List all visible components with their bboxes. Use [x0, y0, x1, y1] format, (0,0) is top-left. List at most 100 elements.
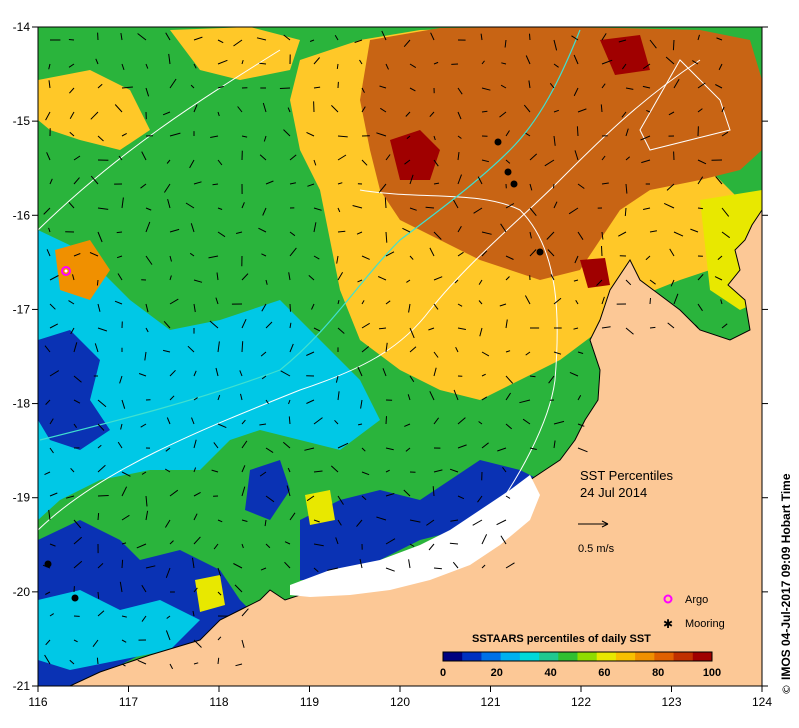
current-vector	[167, 198, 171, 209]
current-vector	[553, 201, 558, 209]
current-vector	[164, 468, 171, 473]
copyright-icon: ©	[780, 684, 793, 695]
y-tick-label: -15	[13, 114, 31, 128]
colorbar-swatch	[654, 652, 675, 661]
current-vector	[481, 231, 492, 235]
current-vector	[714, 276, 723, 281]
current-vector	[97, 591, 100, 599]
x-tick-label: 123	[661, 695, 681, 709]
current-vector	[649, 297, 651, 305]
current-vector	[193, 439, 197, 449]
current-vector	[261, 253, 267, 257]
current-vector	[92, 639, 99, 647]
current-vector	[433, 417, 440, 425]
mooring-point[interactable]	[44, 560, 52, 568]
colorbar-tick-label: 100	[703, 667, 721, 679]
current-vector	[454, 279, 459, 284]
current-vector	[169, 275, 172, 281]
current-vector	[409, 174, 414, 185]
current-vector	[189, 252, 195, 257]
current-vector	[256, 37, 267, 41]
current-vector	[553, 63, 559, 68]
current-vector	[97, 399, 107, 408]
mooring-point[interactable]	[71, 594, 79, 602]
current-vector	[697, 34, 700, 41]
map-plot-area	[38, 27, 762, 686]
current-vector	[385, 154, 391, 161]
current-vector	[287, 467, 291, 473]
current-vector	[145, 207, 152, 211]
argo-marker[interactable]	[61, 266, 71, 276]
current-vector	[73, 155, 81, 161]
current-vector	[289, 343, 294, 353]
current-vector	[406, 135, 411, 139]
current-vector	[168, 53, 171, 65]
current-vector	[425, 206, 435, 209]
current-vector	[337, 519, 342, 526]
current-vector	[601, 182, 609, 185]
current-vector	[97, 464, 106, 473]
current-vector	[529, 183, 533, 191]
current-vector	[481, 396, 488, 401]
argo-legend-label: Argo	[685, 594, 708, 606]
current-vector	[289, 182, 296, 185]
current-vector	[213, 543, 219, 550]
current-vector	[553, 440, 556, 449]
current-vector	[117, 441, 123, 449]
current-vector	[409, 346, 417, 353]
current-vector	[217, 231, 226, 238]
current-vector	[544, 159, 555, 167]
current-vector	[457, 444, 467, 449]
current-vector	[569, 371, 579, 377]
mooring-point[interactable]	[494, 138, 502, 146]
current-vector	[313, 417, 323, 425]
mooring-point[interactable]	[510, 180, 518, 188]
current-vector	[258, 227, 267, 233]
current-vector	[697, 207, 703, 210]
current-vector	[217, 85, 224, 89]
current-vector	[649, 326, 656, 329]
current-vector	[361, 322, 370, 329]
current-vector	[49, 370, 60, 377]
current-vector	[352, 205, 363, 209]
current-vector	[190, 223, 195, 233]
current-vector	[409, 375, 415, 383]
current-vector	[500, 535, 507, 545]
current-vector	[313, 543, 324, 547]
current-vector	[241, 440, 248, 449]
current-vector	[553, 183, 555, 189]
current-vector	[601, 33, 607, 41]
current-vector	[718, 63, 723, 71]
current-vector	[280, 370, 291, 377]
current-vector	[208, 255, 219, 259]
current-vector	[500, 223, 507, 233]
current-vector	[45, 591, 51, 595]
current-vector	[265, 543, 271, 549]
current-vector	[331, 105, 339, 113]
current-vector	[337, 230, 346, 233]
current-vector	[573, 54, 579, 65]
colorbar-swatch	[558, 652, 578, 661]
current-vector	[145, 87, 150, 97]
colorbar-swatch	[519, 652, 540, 661]
current-vector	[380, 107, 387, 113]
current-vector	[117, 273, 123, 281]
current-vector	[169, 663, 174, 670]
current-vector	[618, 231, 627, 237]
current-vector	[97, 83, 103, 89]
current-vector	[473, 207, 483, 214]
mooring-point[interactable]	[504, 168, 512, 176]
colorbar-tick-label: 40	[544, 667, 556, 679]
current-vector	[217, 636, 222, 641]
current-vector	[217, 657, 220, 665]
current-vector	[640, 135, 651, 141]
current-vector	[625, 327, 634, 335]
current-vector	[504, 39, 507, 48]
colorbar-swatch	[692, 652, 713, 661]
mooring-point[interactable]	[536, 248, 544, 256]
current-vector	[217, 591, 222, 596]
current-vector	[378, 183, 387, 193]
current-vector	[478, 279, 483, 285]
colorbar: SSTAARS percentiles of daily SST 0 20 40 60…	[440, 633, 721, 679]
current-vector	[337, 442, 349, 449]
